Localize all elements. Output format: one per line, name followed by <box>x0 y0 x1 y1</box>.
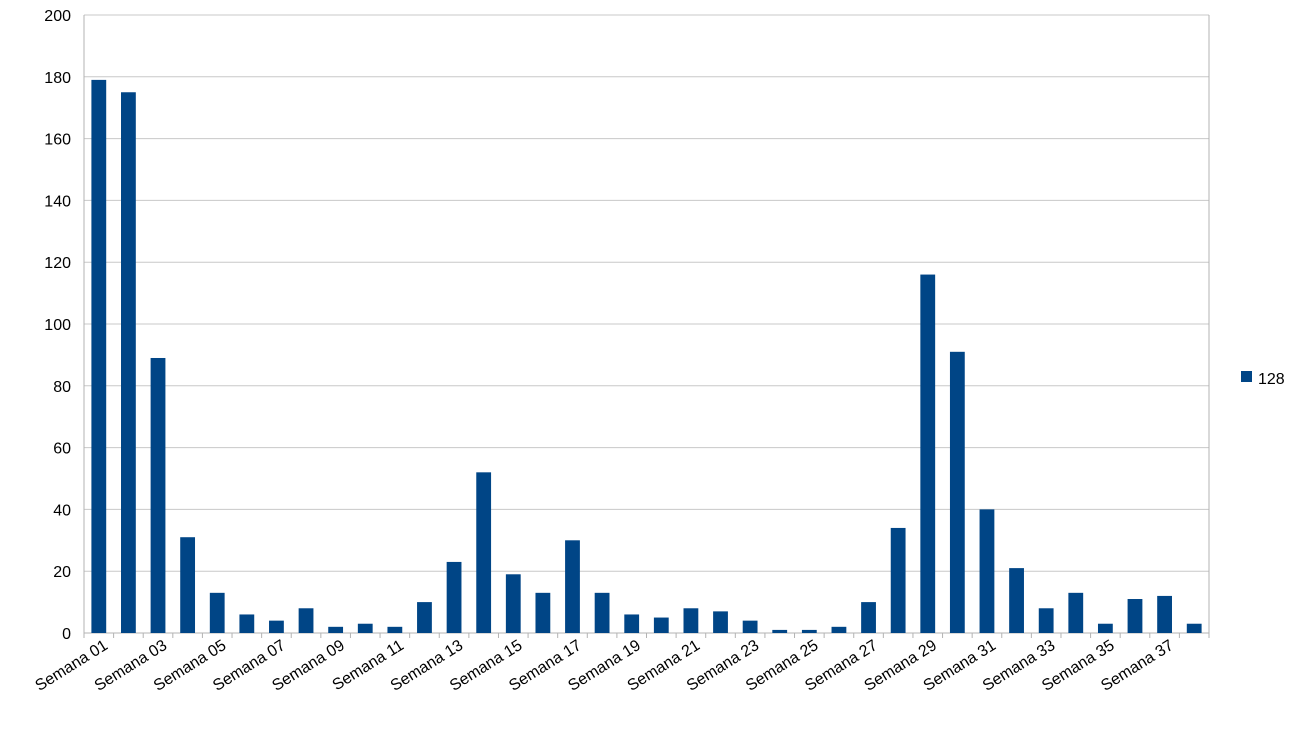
bar <box>890 527 906 633</box>
bar <box>417 602 432 633</box>
bar-series <box>91 79 1202 633</box>
y-tick-label: 60 <box>53 441 71 458</box>
y-tick-label: 120 <box>44 255 71 272</box>
y-tick-label: 20 <box>53 564 71 581</box>
bar <box>1186 623 1202 633</box>
bar <box>772 629 788 633</box>
bar <box>683 608 699 633</box>
bar <box>535 592 551 633</box>
bar <box>1127 599 1143 633</box>
legend: 128 <box>1241 371 1285 388</box>
bar <box>1068 592 1084 633</box>
bar <box>91 79 107 633</box>
bar <box>624 614 640 633</box>
bar <box>121 92 136 633</box>
bar <box>831 626 847 633</box>
bar <box>949 351 965 633</box>
gridlines <box>83 14 1210 638</box>
y-axis-tick-labels: 0 20 40 60 80 100 120 140 160 180 200 <box>44 8 71 643</box>
bar <box>298 608 314 633</box>
legend-label: 128 <box>1258 371 1285 388</box>
bar <box>1097 623 1113 633</box>
y-tick-label: 100 <box>44 317 71 334</box>
bar <box>239 614 255 633</box>
bar <box>565 540 580 633</box>
bar <box>801 629 817 633</box>
bar <box>180 537 196 633</box>
y-tick-label: 40 <box>53 502 71 519</box>
y-tick-label: 160 <box>44 132 71 149</box>
y-tick-label: 180 <box>44 70 71 87</box>
y-tick-label: 0 <box>62 626 71 643</box>
y-tick-label: 200 <box>44 8 71 25</box>
bar <box>505 574 521 633</box>
bar <box>1038 608 1054 633</box>
bar <box>713 611 728 633</box>
bar <box>476 472 492 633</box>
bar <box>979 509 995 633</box>
bar <box>861 602 876 633</box>
y-tick-label: 140 <box>44 193 71 210</box>
legend-swatch <box>1241 371 1252 382</box>
bar <box>269 620 284 633</box>
bar <box>1157 595 1172 633</box>
bar <box>150 357 166 633</box>
bar <box>920 274 936 633</box>
bar <box>742 620 758 633</box>
bar <box>209 592 225 633</box>
bar <box>387 626 403 633</box>
bar <box>1009 568 1024 633</box>
y-tick-label: 80 <box>53 379 71 396</box>
bar <box>446 561 462 633</box>
bar <box>357 623 373 633</box>
bar <box>653 617 669 633</box>
bar <box>328 626 344 633</box>
bar <box>594 592 610 633</box>
